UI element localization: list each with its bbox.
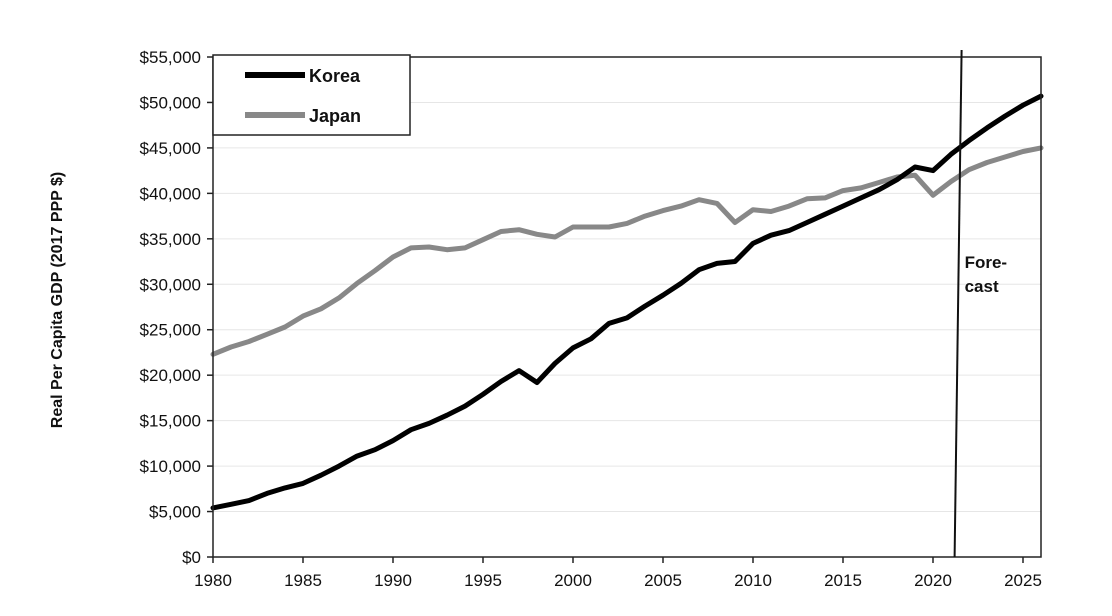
x-axis-ticks: 1980 1985 1990 1995 2000 2005 2010 2015 2020 2025 <box>194 557 1042 590</box>
x-tick-label: 2020 <box>914 571 952 590</box>
forecast-label-line2: cast <box>965 277 999 296</box>
forecast-label-line1: Fore- <box>965 253 1008 272</box>
series-line-korea <box>210 93 1044 511</box>
y-tick-label: $15,000 <box>140 412 201 431</box>
y-tick-label: $40,000 <box>140 184 201 203</box>
y-tick-label: $20,000 <box>140 366 201 385</box>
y-tick-label: $30,000 <box>140 275 201 294</box>
x-tick-label: 2015 <box>824 571 862 590</box>
y-tick-label: $10,000 <box>140 457 201 476</box>
y-axis-ticks: $0 $5,000 $10,000 $15,000 $20,000 $25,000 $30,… <box>140 48 213 567</box>
x-tick-label: 1985 <box>284 571 322 590</box>
y-tick-label: $55,000 <box>140 48 201 67</box>
forecast-divider-line <box>953 49 963 558</box>
x-tick-label: 2010 <box>734 571 772 590</box>
y-tick-label: $25,000 <box>140 321 201 340</box>
x-tick-label: 1980 <box>194 571 232 590</box>
y-tick-label: $45,000 <box>140 139 201 158</box>
x-tick-label: 2005 <box>644 571 682 590</box>
plot-frame <box>212 56 1042 558</box>
x-tick-label: 1990 <box>374 571 412 590</box>
legend-label-korea: Korea <box>309 66 361 86</box>
y-tick-label: $5,000 <box>149 503 201 522</box>
y-axis-title: Real Per Capita GDP (2017 PPP $) <box>49 172 66 428</box>
y-tick-label: $0 <box>182 548 201 567</box>
gridlines <box>213 101 1041 513</box>
series-line-japan <box>210 145 1044 357</box>
x-tick-label: 2000 <box>554 571 592 590</box>
y-tick-label: $35,000 <box>140 230 201 249</box>
legend-label-japan: Japan <box>309 106 361 126</box>
y-tick-label: $50,000 <box>140 93 201 112</box>
legend: Korea Japan <box>212 54 411 136</box>
series-lines <box>210 93 1044 511</box>
x-tick-label: 1995 <box>464 571 502 590</box>
legend-box <box>212 54 411 136</box>
x-tick-label: 2025 <box>1004 571 1042 590</box>
